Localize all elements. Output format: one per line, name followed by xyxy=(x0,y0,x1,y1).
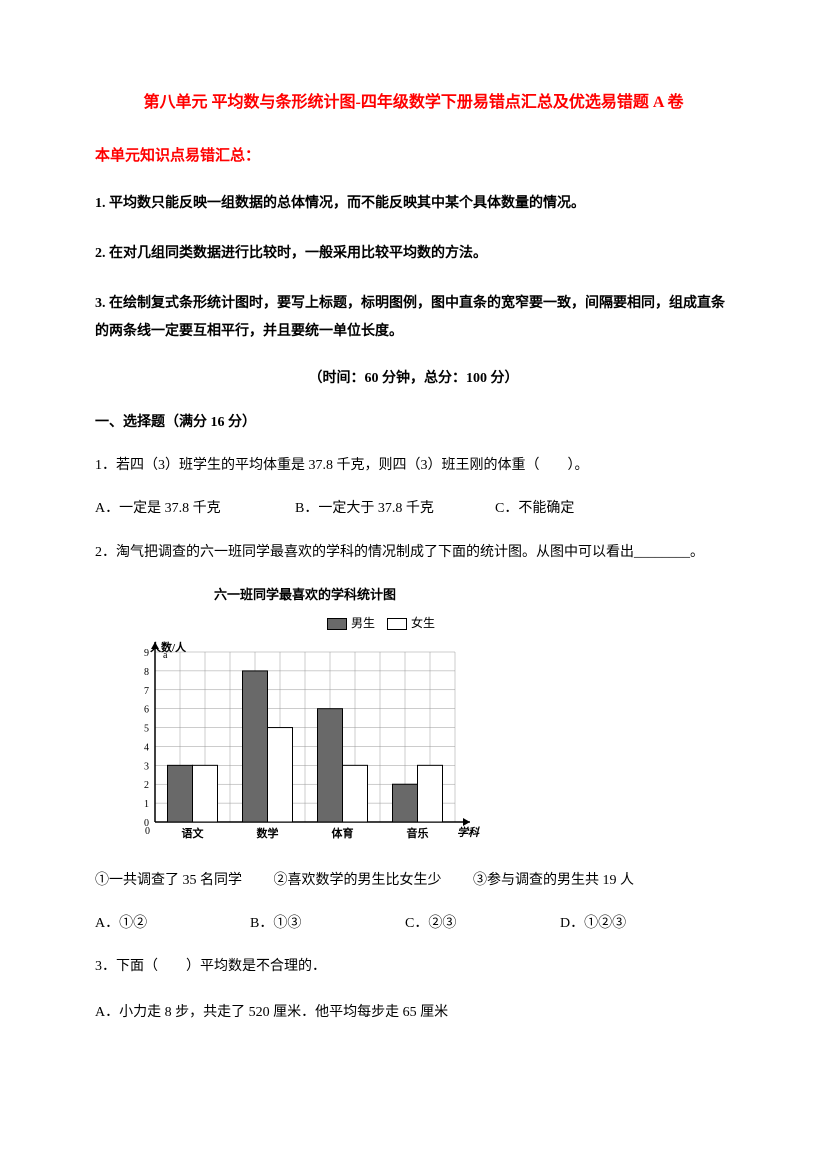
svg-text:7: 7 xyxy=(144,686,149,697)
svg-text:a: a xyxy=(163,650,168,661)
chart-legend: 男生 女生 xyxy=(125,614,485,633)
q2-option-d: D．①②③ xyxy=(560,913,626,935)
legend-box-light xyxy=(387,618,407,630)
q2-stmt2: ②喜欢数学的男生比女生少 xyxy=(274,873,442,888)
svg-text:4: 4 xyxy=(144,742,149,753)
legend-girls: 女生 xyxy=(387,614,435,633)
chart-svg: 0123456789人数/人a学科0语文数学体育音乐 xyxy=(125,637,485,847)
svg-text:1: 1 xyxy=(144,799,149,810)
q1-option-a: A．一定是 37.8 千克 xyxy=(95,498,295,520)
svg-text:体育: 体育 xyxy=(332,826,354,840)
q2-option-a: A．①② xyxy=(95,913,250,935)
legend-boys: 男生 xyxy=(327,614,375,633)
subtitle: 本单元知识点易错汇总： xyxy=(95,144,732,168)
svg-text:6: 6 xyxy=(144,704,149,715)
svg-text:数学: 数学 xyxy=(257,826,279,840)
q1-option-b: B．一定大于 37.8 千克 xyxy=(295,498,495,520)
q2-stmt1: ①一共调查了 35 名同学 xyxy=(95,873,242,888)
test-info: （时间：60 分钟，总分：100 分） xyxy=(95,368,732,390)
question-1: 1．若四（3）班学生的平均体重是 37.8 千克，则四（3）班王刚的体重（ ）。 xyxy=(95,452,732,480)
question-3: 3．下面（ ）平均数是不合理的． xyxy=(95,953,732,981)
svg-text:音乐: 音乐 xyxy=(407,826,429,840)
svg-text:学科: 学科 xyxy=(457,826,480,839)
q2-option-b: B．①③ xyxy=(250,913,405,935)
question-2-options: A．①② B．①③ C．②③ D．①②③ xyxy=(95,913,732,935)
page-title: 第八单元 平均数与条形统计图-四年级数学下册易错点汇总及优选易错题 A 卷 xyxy=(95,90,732,116)
svg-text:8: 8 xyxy=(144,667,149,678)
knowledge-point-1: 1. 平均数只能反映一组数据的总体情况，而不能反映其中某个具体数量的情况。 xyxy=(95,190,732,218)
q2-option-c: C．②③ xyxy=(405,913,560,935)
q1-option-c: C．不能确定 xyxy=(495,498,574,520)
knowledge-point-2: 2. 在对几组同类数据进行比较时，一般采用比较平均数的方法。 xyxy=(95,240,732,268)
section-header-1: 一、选择题（满分 16 分） xyxy=(95,412,732,434)
svg-text:2: 2 xyxy=(144,780,149,791)
q3-option-a: A．小力走 8 步，共走了 520 厘米．他平均每步走 65 厘米 xyxy=(95,999,732,1027)
svg-text:3: 3 xyxy=(144,761,149,772)
chart-title: 六一班同学最喜欢的学科统计图 xyxy=(125,585,485,606)
svg-text:0: 0 xyxy=(145,826,150,837)
q2-stmt3: ③参与调查的男生共 19 人 xyxy=(473,873,634,888)
bar-chart: 六一班同学最喜欢的学科统计图 男生 女生 0123456789人数/人a学科0语… xyxy=(125,585,485,847)
svg-text:9: 9 xyxy=(144,648,149,659)
knowledge-point-3: 3. 在绘制复式条形统计图时，要写上标题，标明图例，图中直条的宽窄要一致，间隔要… xyxy=(95,290,732,346)
question-1-options: A．一定是 37.8 千克 B．一定大于 37.8 千克 C．不能确定 xyxy=(95,498,732,520)
question-2-statements: ①一共调查了 35 名同学 ②喜欢数学的男生比女生少 ③参与调查的男生共 19 … xyxy=(95,867,732,895)
svg-text:5: 5 xyxy=(144,723,149,734)
legend-box-dark xyxy=(327,618,347,630)
svg-text:语文: 语文 xyxy=(182,826,205,840)
svg-text:人数/人: 人数/人 xyxy=(150,640,187,654)
question-2: 2．淘气把调查的六一班同学最喜欢的学科的情况制成了下面的统计图。从图中可以看出_… xyxy=(95,539,732,567)
